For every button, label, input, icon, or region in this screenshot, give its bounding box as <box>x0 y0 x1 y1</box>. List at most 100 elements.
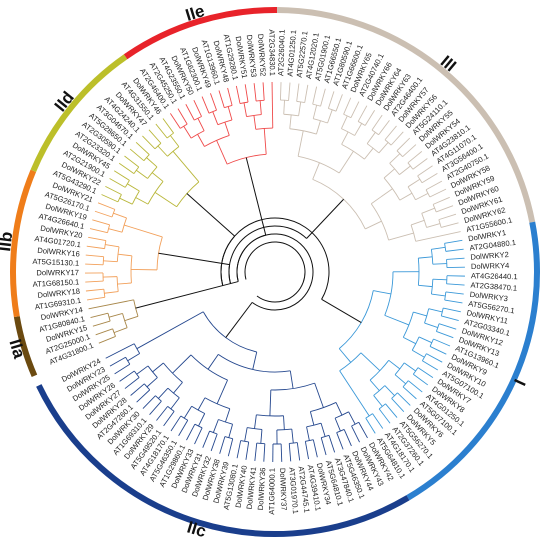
branch-line <box>263 128 267 155</box>
branch-line <box>396 137 411 152</box>
branch-line <box>85 280 104 283</box>
branch-line <box>158 387 169 399</box>
branch-line <box>289 114 292 129</box>
branch-line <box>127 183 140 192</box>
branch-line <box>327 109 333 124</box>
branch-arc <box>341 128 355 136</box>
branch-line <box>388 359 401 370</box>
branch-line <box>417 367 434 378</box>
branch-arc <box>167 406 175 412</box>
branch-line <box>378 120 390 135</box>
group-label-iie: IIe <box>183 1 207 25</box>
group-label-iic: IIc <box>185 517 209 541</box>
branch-line <box>296 442 301 461</box>
branch-arc <box>166 132 174 139</box>
branch-arc <box>256 414 284 417</box>
branch-line <box>94 210 113 218</box>
branch-line <box>113 212 127 219</box>
leaf-label: DolWRKY2 <box>470 250 509 262</box>
branch-line <box>269 389 272 416</box>
branch-arc <box>411 336 420 351</box>
branch-line <box>422 360 439 371</box>
branch-line <box>85 288 104 292</box>
branch-arc <box>218 419 233 425</box>
branch-line <box>304 441 309 460</box>
branch-line <box>95 328 113 336</box>
leaf-label: AT2G34830.1 <box>267 29 277 76</box>
branch-line <box>297 130 304 157</box>
branch-line <box>335 94 343 112</box>
branch-line <box>432 263 447 265</box>
branch-line <box>429 188 447 198</box>
branch-line <box>210 433 218 452</box>
branch-line <box>135 142 150 155</box>
leaf-label: AT5G15130.1 <box>32 257 79 268</box>
branch-line <box>105 343 135 359</box>
branch-arc <box>154 142 162 150</box>
branch-line <box>105 185 122 195</box>
branch-arc <box>366 143 380 154</box>
branch-line <box>312 162 320 180</box>
branch-line <box>399 165 411 175</box>
branch-line <box>445 248 464 252</box>
backbone-arc <box>220 217 330 300</box>
branch-line <box>403 362 416 372</box>
branch-line <box>136 311 204 350</box>
branch-line <box>162 118 174 134</box>
branch-line <box>432 278 447 281</box>
branch-line <box>254 442 258 461</box>
branch-line <box>244 427 248 442</box>
root-arc <box>244 241 306 303</box>
branch-line <box>236 440 242 459</box>
group-arc-iie <box>123 7 278 60</box>
leaf-label: DolWRKY3 <box>469 290 508 303</box>
branch-line <box>370 188 393 205</box>
branch-arc <box>384 139 392 146</box>
branch-arc <box>133 299 139 317</box>
branch-line <box>418 256 433 259</box>
group-label-iib: IIb <box>0 231 16 253</box>
branch-line <box>328 435 336 453</box>
group-stem <box>186 193 236 237</box>
group-stem <box>225 302 253 338</box>
branch-arc <box>107 224 111 233</box>
leaf-label: DolWRKY37 <box>278 468 289 511</box>
branch-line <box>283 100 285 115</box>
branch-line <box>314 382 324 408</box>
leaf-label: DolWRKY16 <box>37 246 80 259</box>
branch-line <box>364 147 374 160</box>
branch-line <box>146 157 158 168</box>
backbone-arc <box>228 225 307 284</box>
branch-line <box>320 88 326 107</box>
branch-line <box>438 323 457 330</box>
branch-line <box>135 197 149 205</box>
branch-line <box>388 232 414 241</box>
branch-arc <box>369 360 390 381</box>
branch-line <box>413 311 427 317</box>
branch-arc <box>336 429 345 433</box>
branch-line <box>193 100 202 117</box>
branch-arc <box>430 249 434 265</box>
branch-line <box>433 338 451 347</box>
branch-line <box>89 228 108 234</box>
branch-line <box>296 83 300 102</box>
branch-line <box>289 370 294 389</box>
branch-line <box>146 377 158 388</box>
branch-line <box>109 356 126 367</box>
branch-line <box>441 222 459 228</box>
branch-line <box>421 172 438 184</box>
branch-line <box>358 422 368 439</box>
branch-line <box>85 254 104 258</box>
branch-line <box>366 132 376 144</box>
branch-line <box>402 386 417 400</box>
branch-arc <box>283 113 299 117</box>
branch-line <box>446 257 465 260</box>
branch-line <box>103 260 118 263</box>
branch-arc <box>204 397 230 410</box>
branch-line <box>244 84 249 103</box>
branch-line <box>357 105 368 122</box>
branch-arc <box>334 411 349 419</box>
branch-line <box>418 336 432 344</box>
branch-line <box>202 430 211 448</box>
branch-arc <box>124 180 130 188</box>
